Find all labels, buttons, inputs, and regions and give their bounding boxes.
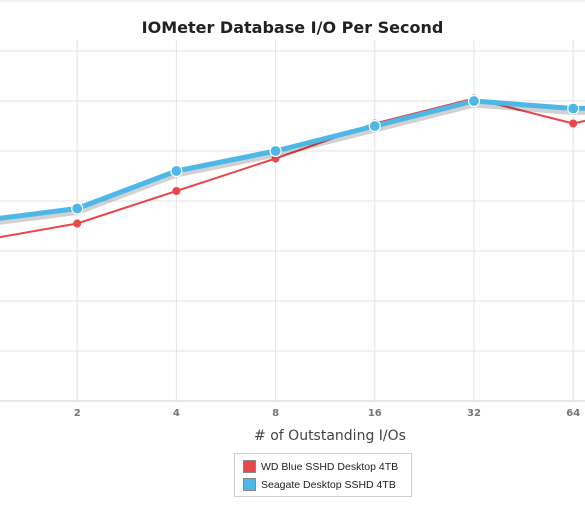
x-tick-label: 4 bbox=[173, 408, 180, 419]
chart-title: IOMeter Database I/O Per Second bbox=[141, 18, 444, 37]
legend-label-seagate: Seagate Desktop SSHD 4TB bbox=[261, 479, 396, 491]
series-line-wd bbox=[0, 97, 585, 239]
data-point-seagate bbox=[269, 144, 282, 158]
data-point-seagate bbox=[170, 164, 183, 178]
x-axis-label: # of Outstanding I/Os bbox=[254, 428, 406, 444]
series-shadow bbox=[0, 100, 585, 225]
legend-label-wd: WD Blue SSHD Desktop 4TB bbox=[261, 461, 399, 473]
x-tick-label: 32 bbox=[467, 408, 481, 419]
x-tick-label: 2 bbox=[74, 408, 81, 419]
data-point-seagate bbox=[71, 202, 84, 215]
data-point-wd bbox=[569, 119, 578, 128]
axis-layer: 2 4 8 16 32 64 bbox=[0, 400, 585, 419]
data-point-seagate bbox=[467, 94, 481, 108]
grid-layer bbox=[0, 0, 585, 401]
series-line-seagate bbox=[0, 98, 585, 221]
data-point-wd bbox=[73, 219, 82, 228]
series-layer bbox=[0, 94, 585, 239]
x-tick-label: 16 bbox=[368, 408, 382, 419]
data-point-seagate bbox=[567, 102, 580, 115]
x-tick-label: 64 bbox=[566, 408, 580, 419]
legend-swatch-wd bbox=[243, 460, 256, 473]
x-tick-label: 8 bbox=[272, 408, 279, 419]
legend-swatch-seagate bbox=[243, 478, 256, 491]
data-point-wd bbox=[172, 187, 181, 195]
data-point-seagate bbox=[368, 119, 381, 133]
legend: WD Blue SSHD Desktop 4TB Seagate Desktop… bbox=[234, 453, 412, 497]
